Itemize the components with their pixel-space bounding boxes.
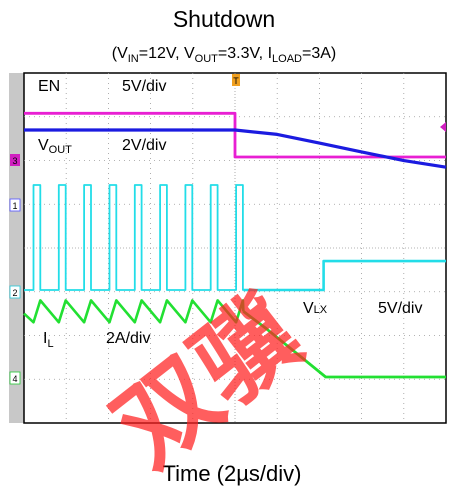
chart-subtitle: (VIN=12V, VOUT=3.3V, ILOAD=3A)	[112, 45, 336, 65]
channel-markers: 3 1 2 4	[9, 154, 21, 385]
channel-marker-2: 2	[12, 288, 17, 298]
channel-marker-1: 1	[12, 201, 17, 211]
trigger-marker-label: T	[233, 76, 239, 86]
vlx-scale: 5V/div	[378, 300, 422, 317]
trigger-marker: T	[232, 74, 240, 86]
il-scale: 2A/div	[106, 330, 150, 347]
vout-trace	[24, 128, 447, 169]
x-axis-label: Time (2µs/div)	[163, 461, 302, 486]
vlx-trace	[243, 259, 446, 292]
channel-marker-4: 4	[12, 374, 17, 384]
vout-scale: 2V/div	[122, 137, 166, 154]
il-ripple-trace	[23, 299, 245, 324]
channel-marker-3: 3	[12, 156, 17, 166]
vout-label: VOUT	[38, 137, 72, 156]
en-label: EN	[38, 78, 60, 95]
il-trace	[242, 310, 446, 379]
en-trace	[24, 111, 446, 159]
waveform-traces	[23, 111, 447, 379]
vout-offset-marker	[440, 122, 446, 132]
scope-left-strip	[9, 73, 24, 423]
vlx-switching-trace	[24, 184, 244, 291]
chart-title: Shutdown	[173, 6, 275, 32]
en-scale: 5V/div	[122, 78, 166, 95]
il-label: IL	[43, 330, 54, 350]
vlx-label: VLX	[303, 300, 328, 317]
